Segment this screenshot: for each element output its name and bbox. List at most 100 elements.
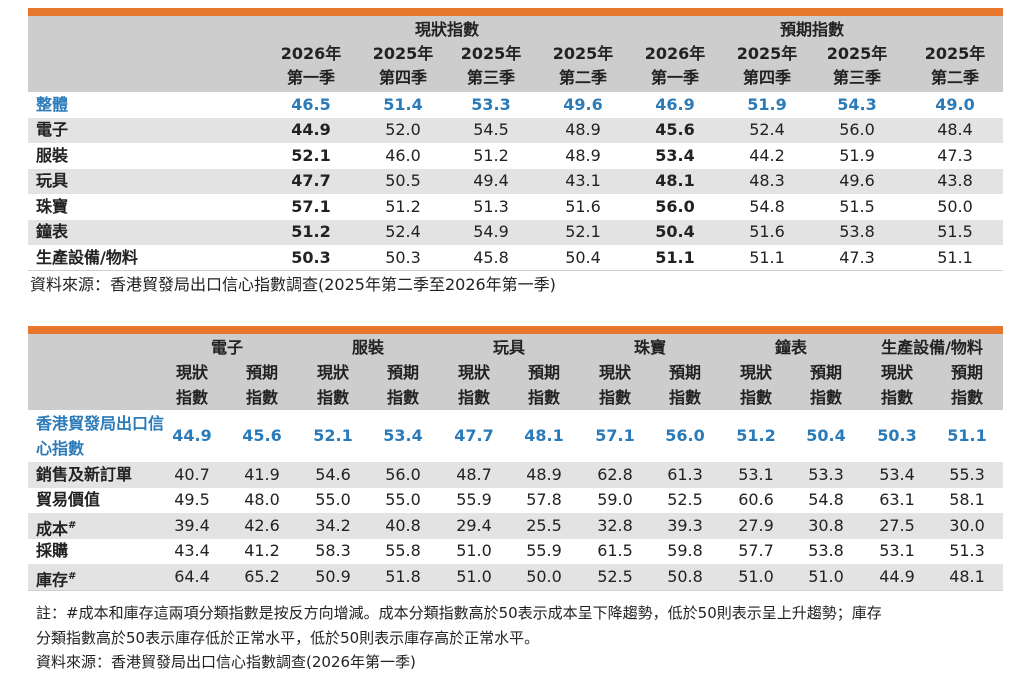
cell: 49.5 xyxy=(174,490,210,510)
cell: 53.8 xyxy=(808,541,844,561)
column-header: 第一季 xyxy=(286,68,335,87)
column-header: 指數 xyxy=(527,388,560,407)
header-band xyxy=(28,334,1003,410)
cell: 53.4 xyxy=(655,145,695,165)
cell: 52.4 xyxy=(749,120,785,139)
column-header: 預期 xyxy=(668,363,701,382)
row-label: 採購 xyxy=(36,541,69,561)
group-header: 玩具 xyxy=(492,338,525,357)
cell: 48.1 xyxy=(949,566,985,586)
cell: 40.8 xyxy=(385,515,421,535)
cell: 50.9 xyxy=(315,566,351,586)
cell: 51.4 xyxy=(383,94,423,114)
cell: 45.6 xyxy=(655,120,695,139)
row-label: 玩具 xyxy=(36,171,69,190)
row-label: 貿易價值 xyxy=(36,490,101,510)
column-header: 指數 xyxy=(386,388,419,407)
cell: 53.4 xyxy=(879,464,915,484)
column-header: 第二季 xyxy=(558,68,607,87)
cell: 57.7 xyxy=(738,541,774,561)
column-header: 2025年 xyxy=(826,44,888,63)
column-header: 第四季 xyxy=(742,68,791,87)
cell: 45.6 xyxy=(242,426,282,445)
cell: 51.2 xyxy=(736,426,776,445)
cell: 48.1 xyxy=(524,426,564,445)
column-header: 現狀 xyxy=(598,363,631,382)
cell: 47.3 xyxy=(839,247,875,267)
cell: 53.4 xyxy=(383,426,423,445)
column-header: 預期 xyxy=(386,363,419,382)
cell: 51.1 xyxy=(937,247,973,267)
cell: 47.7 xyxy=(291,171,331,190)
column-header: 指數 xyxy=(880,388,913,407)
cell: 51.2 xyxy=(291,222,331,241)
cell: 51.1 xyxy=(655,247,695,267)
group-header: 生產設備/物料 xyxy=(881,338,983,357)
column-header: 指數 xyxy=(175,388,208,407)
cell: 55.9 xyxy=(456,490,492,510)
column-header: 預期 xyxy=(527,363,560,382)
cell: 52.1 xyxy=(291,145,331,165)
group-header: 鐘表 xyxy=(774,338,807,357)
cell: 51.1 xyxy=(749,247,785,267)
row-stripe xyxy=(28,564,1003,590)
row-stripe xyxy=(28,168,1003,194)
cell: 41.9 xyxy=(244,464,280,484)
cell: 51.8 xyxy=(385,566,421,586)
cell: 61.5 xyxy=(597,541,633,561)
cell: 48.9 xyxy=(565,120,601,139)
cell: 48.9 xyxy=(565,145,601,165)
group-header: 電子 xyxy=(210,338,243,357)
accent-bar xyxy=(28,8,1003,16)
cell: 58.1 xyxy=(949,490,985,510)
cell: 27.5 xyxy=(879,515,915,535)
cell: 59.8 xyxy=(667,541,703,561)
cell: 53.3 xyxy=(471,94,511,114)
cell: 49.4 xyxy=(473,171,509,190)
cell: 43.1 xyxy=(565,171,601,190)
column-header: 2026年 xyxy=(280,44,342,63)
column-header: 第二季 xyxy=(930,68,979,87)
cell: 49.0 xyxy=(935,94,975,114)
row-label: 成本# xyxy=(36,519,77,539)
note: 分類指數高於50表示庫存低於正常水平，低於50則表示庫存高於正常水平。 xyxy=(36,629,540,647)
column-header: 指數 xyxy=(316,388,349,407)
group-header: 服裝 xyxy=(351,338,384,357)
note: 註：#成本和庫存這兩項分類指數是按反方向增減。成本分類指數高於50表示成本呈下降… xyxy=(36,604,882,622)
cell: 44.9 xyxy=(172,426,212,445)
table-rule xyxy=(28,270,1003,271)
cell: 52.5 xyxy=(597,566,633,586)
cell: 54.5 xyxy=(473,120,509,139)
column-header: 第一季 xyxy=(650,68,699,87)
cell: 50.3 xyxy=(291,247,331,267)
cell: 45.8 xyxy=(473,247,509,267)
cell: 44.2 xyxy=(749,145,785,165)
cell: 48.1 xyxy=(655,171,695,190)
column-header: 第四季 xyxy=(378,68,427,87)
table-rule xyxy=(28,590,1003,591)
cell: 54.8 xyxy=(749,196,785,216)
cell: 27.9 xyxy=(738,515,774,535)
cell: 57.8 xyxy=(526,490,562,510)
column-header: 2026年 xyxy=(644,44,706,63)
cell: 46.9 xyxy=(655,94,695,114)
column-header: 預期 xyxy=(245,363,278,382)
column-header: 指數 xyxy=(950,388,983,407)
cell: 55.0 xyxy=(315,490,351,510)
row-label: 香港貿發局出口信心指數 xyxy=(36,414,165,458)
cell: 55.0 xyxy=(385,490,421,510)
column-header: 指數 xyxy=(457,388,490,407)
column-header: 指數 xyxy=(245,388,278,407)
column-header: 2025年 xyxy=(736,44,798,63)
cell: 64.4 xyxy=(174,566,210,586)
cell: 51.0 xyxy=(738,566,774,586)
footnote-mark: # xyxy=(68,570,77,582)
footnote-mark: # xyxy=(68,519,77,531)
cell: 47.3 xyxy=(937,145,973,165)
cell: 56.0 xyxy=(665,426,705,445)
cell: 56.0 xyxy=(385,464,421,484)
group-header: 現狀指數 xyxy=(414,20,479,39)
row-stripe xyxy=(28,117,1003,143)
cell: 52.4 xyxy=(385,222,421,241)
